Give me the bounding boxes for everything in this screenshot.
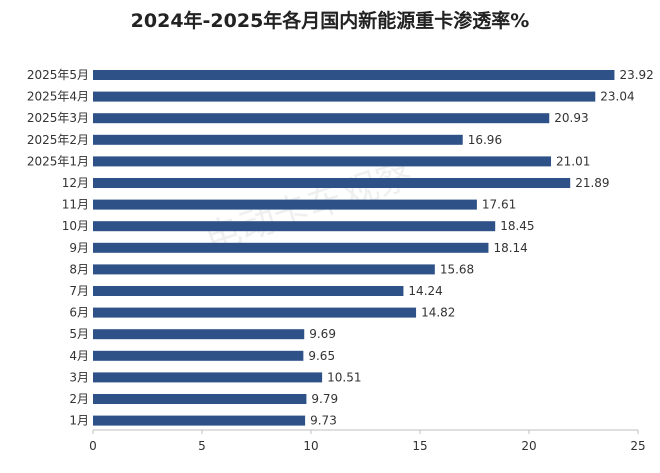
category-label: 9月: [69, 241, 89, 255]
bar: [93, 415, 306, 426]
category-label: 7月: [69, 284, 89, 298]
x-tick-label: 15: [412, 439, 427, 453]
value-label: 18.45: [500, 219, 534, 233]
value-label: 14.24: [408, 284, 442, 298]
value-label: 9.73: [310, 414, 337, 428]
bar: [93, 156, 552, 167]
x-tick-label: 20: [521, 439, 536, 453]
category-label: 2025年1月: [27, 154, 89, 168]
bar: [93, 372, 323, 383]
bar: [93, 178, 571, 188]
bar: [93, 221, 496, 232]
value-label: 23.04: [600, 90, 634, 104]
category-label: 4月: [69, 349, 89, 363]
category-label: 2025年2月: [27, 133, 89, 147]
bar: [93, 307, 417, 318]
bar: [93, 350, 304, 361]
value-label: 18.14: [493, 241, 527, 255]
bar: [93, 329, 305, 340]
value-label: 10.51: [327, 370, 361, 384]
category-label: 12月: [62, 176, 89, 190]
bar: [93, 91, 596, 102]
value-label: 17.61: [482, 198, 516, 212]
category-labels: 2025年5月 2025年4月 2025年3月 2025年2月 2025年1月 12月 11…: [27, 68, 89, 428]
value-label: 16.96: [468, 133, 502, 147]
value-label: 21.89: [575, 176, 609, 190]
value-label: 21.01: [556, 154, 590, 168]
value-label: 14.82: [421, 306, 455, 320]
category-label: 3月: [69, 370, 89, 384]
category-label: 2025年4月: [27, 90, 89, 104]
category-label: 2025年3月: [27, 111, 89, 125]
value-label: 9.65: [308, 349, 335, 363]
chart-title: 2024年-2025年各月国内新能源重卡渗透率%: [130, 10, 530, 32]
bar: [93, 70, 615, 80]
value-labels: 23.92 23.04 20.93 16.96 21.01 21.89 17.61 18.45…: [308, 68, 653, 428]
bar: [93, 264, 435, 275]
category-label: 10月: [62, 219, 89, 233]
value-label: 23.92: [619, 68, 653, 82]
value-label: 9.69: [309, 327, 336, 341]
category-label: 2月: [69, 392, 89, 406]
bar: [93, 394, 307, 404]
category-label: 11月: [62, 198, 89, 212]
value-label: 15.68: [440, 262, 474, 276]
bar: [93, 286, 404, 296]
category-label: 6月: [69, 306, 89, 320]
x-axis: 0 5 10 15 20 25: [89, 429, 646, 453]
x-tick-label: 10: [303, 439, 318, 453]
value-label: 9.79: [311, 392, 338, 406]
x-tick-label: 0: [89, 439, 97, 453]
x-tick-label: 25: [630, 439, 645, 453]
category-label: 1月: [69, 414, 89, 428]
bars-group: [93, 70, 615, 426]
bar: [93, 242, 489, 253]
value-label: 20.93: [554, 111, 588, 125]
bar: [93, 113, 550, 124]
bar: [93, 134, 463, 145]
category-label: 8月: [69, 262, 89, 276]
category-label: 2025年5月: [27, 68, 89, 82]
bar: [93, 199, 477, 210]
x-tick-label: 5: [198, 439, 206, 453]
category-label: 5月: [69, 327, 89, 341]
